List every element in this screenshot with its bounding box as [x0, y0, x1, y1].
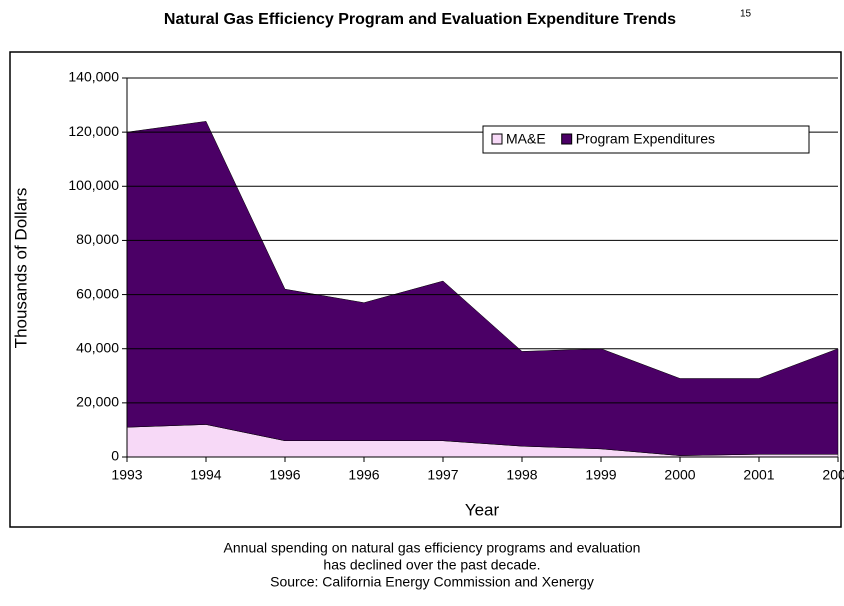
caption-line: Annual spending on natural gas efficienc…: [224, 540, 641, 556]
caption-line: has declined over the past decade.: [323, 557, 540, 573]
x-tick-label: 1996: [348, 467, 379, 483]
y-tick-label: 100,000: [68, 177, 119, 193]
x-tick-label: 1993: [111, 467, 142, 483]
y-tick-label: 0: [111, 448, 119, 464]
legend-swatch: [561, 133, 573, 145]
caption-line: Source: California Energy Commission and…: [270, 574, 594, 590]
x-tick-label: 2001: [743, 467, 774, 483]
y-tick-label: 140,000: [68, 69, 119, 85]
y-tick-label: 80,000: [76, 231, 119, 247]
x-tick-label: 1996: [269, 467, 300, 483]
x-tick-label: 2002: [822, 467, 844, 483]
legend-box: [482, 125, 810, 154]
area: [126, 121, 839, 456]
legend-label: MA&E: [506, 131, 546, 147]
x-tick-label: 1999: [585, 467, 616, 483]
y-tick-label: 40,000: [76, 339, 119, 355]
x-tick-label: 2000: [664, 467, 695, 483]
y-tick-label: 120,000: [68, 123, 119, 139]
x-tick-label: 1997: [427, 467, 458, 483]
legend-swatch: [491, 133, 503, 145]
chart-title: Natural Gas Efficiency Program and Evalu…: [164, 11, 676, 28]
title-note: 15: [740, 9, 752, 20]
chart-frame: [9, 51, 842, 528]
y-axis-label: Thousands of Dollars: [11, 188, 30, 349]
y-tick-label: 60,000: [76, 285, 119, 301]
x-axis-label: Year: [465, 500, 500, 519]
x-tick-label: 1994: [190, 467, 221, 483]
y-tick-label: 20,000: [76, 394, 119, 410]
legend-label: Program Expenditures: [576, 131, 715, 147]
x-tick-label: 1998: [506, 467, 537, 483]
